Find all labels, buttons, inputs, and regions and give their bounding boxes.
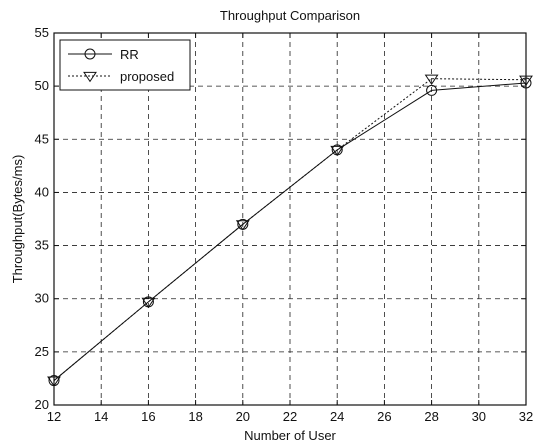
x-tick-label: 14 [94,409,108,424]
x-tick-label: 24 [330,409,344,424]
y-tick-label: 40 [35,184,49,199]
data-point-proposed [235,220,250,231]
y-axis-label: Throughput(Bytes/ms) [10,155,25,284]
x-tick-label: 22 [283,409,297,424]
legend-entry-RR: RR [120,47,139,62]
data-point-proposed [330,145,345,157]
x-tick-label: 20 [236,409,250,424]
legend-marker-RR [84,48,96,60]
x-tick-label: 16 [141,409,155,424]
x-tick-label: 12 [47,409,61,424]
x-tick-label: 32 [519,409,533,424]
x-tick-label: 30 [472,409,486,424]
series-proposed [47,74,533,387]
y-tick-label: 35 [35,238,49,253]
x-axis-label: Number of User [244,428,336,443]
data-point-proposed [424,74,439,86]
y-tick-labels: 20 25 30 35 40 45 50 55 [35,25,49,412]
y-tick-label: 45 [35,131,49,146]
data-point-RR [426,84,438,96]
legend: RR proposed [59,39,191,91]
y-tick-label: 55 [35,25,49,40]
x-tick-label: 26 [377,409,391,424]
y-tick-label: 30 [35,291,49,306]
x-tick-label: 18 [188,409,202,424]
y-tick-label: 20 [35,397,49,412]
grid-lines [54,33,526,405]
x-tick-labels: 12 14 16 18 20 22 24 26 28 30 32 [47,409,533,424]
x-tick-label: 28 [424,409,438,424]
axis-ticks [53,32,527,406]
legend-entry-proposed: proposed [120,69,174,84]
y-tick-label: 50 [35,78,49,93]
legend-marker-proposed [83,71,97,83]
data-point-proposed [141,297,156,309]
series-line-proposed [53,78,527,381]
chart-title: Throughput Comparison [220,8,360,23]
y-tick-label: 25 [35,344,49,359]
legend-box [59,39,191,91]
